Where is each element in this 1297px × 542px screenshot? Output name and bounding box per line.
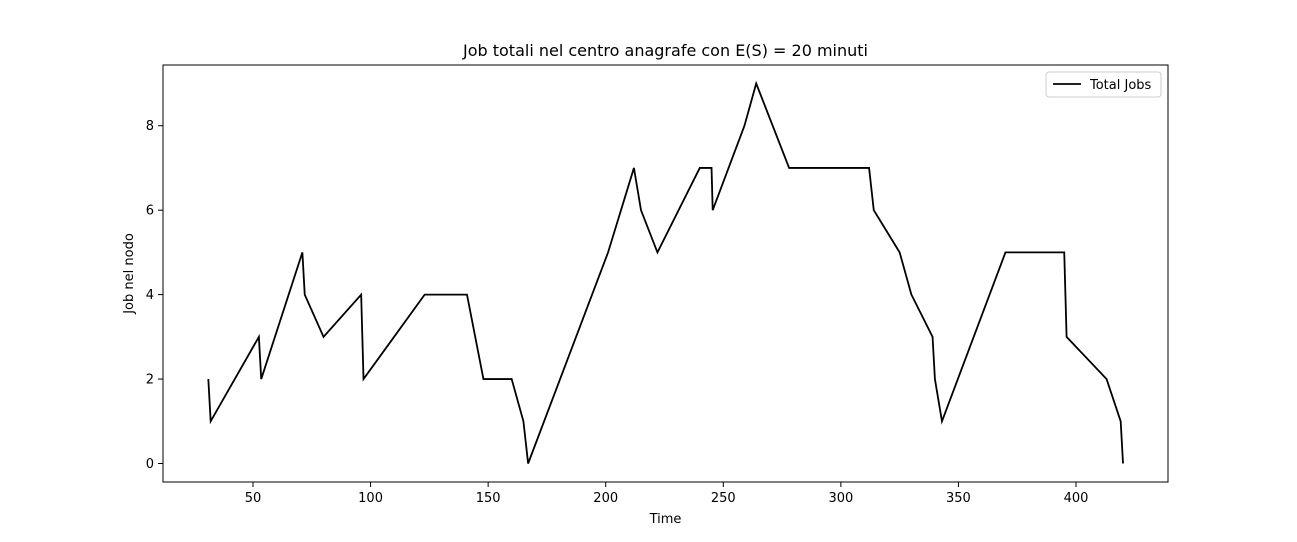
x-tick-label: 300 [828,491,853,506]
plot-area-frame [162,64,1169,483]
x-tick-label: 400 [1064,491,1089,506]
y-tick-label: 0 [146,457,154,472]
x-tick-label: 350 [946,491,971,506]
legend: Total Jobs [1045,71,1162,98]
y-tick-label: 2 [146,373,154,388]
x-axis-label: Time [649,512,682,527]
series-points [207,83,1124,465]
x-tick-label: 250 [711,491,736,506]
series-line-total-jobs [207,80,1124,464]
y-axis-ticks: 0 2 4 6 8 [146,119,163,472]
y-axis-label: Job nel nodo [122,233,137,315]
y-tick-label: 8 [146,119,154,134]
chart-title: Job totali nel centro anagrafe con E(S) … [462,41,868,60]
x-tick-label: 150 [476,491,501,506]
x-tick-label: 100 [358,491,383,506]
legend-box [1045,71,1162,98]
y-tick-label: 6 [146,204,154,219]
x-tick-label: 200 [593,491,618,506]
y-tick-label: 4 [146,288,154,303]
x-axis-ticks: 50 100 150 200 250 300 350 400 [245,482,1089,506]
legend-label-total-jobs: Total Jobs [1089,78,1152,93]
x-tick-label: 50 [245,491,262,506]
